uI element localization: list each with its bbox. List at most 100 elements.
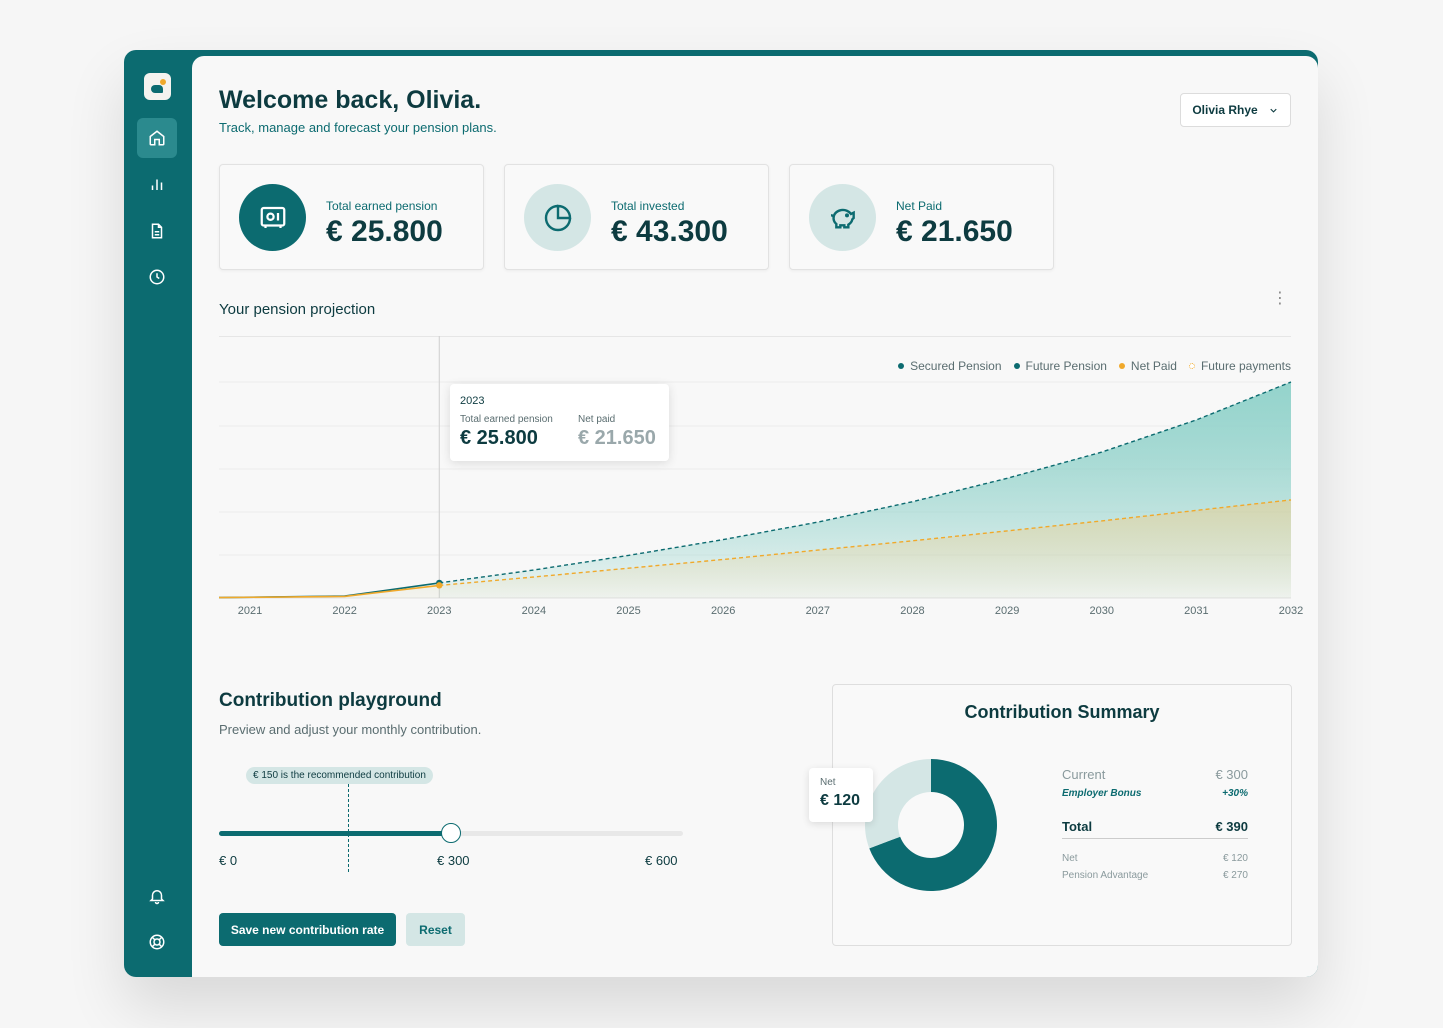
future-payments-line	[439, 499, 1292, 587]
document-icon	[151, 223, 163, 239]
slider-fill	[219, 831, 451, 836]
slider-max-label: € 600	[645, 853, 678, 868]
row-label: Current	[1062, 767, 1106, 782]
contribution-summary-card: Contribution Summary Net € 120 Current €…	[809, 684, 1292, 946]
chevron-down-icon	[1270, 108, 1277, 113]
projection-title: Your pension projection	[219, 301, 376, 318]
tooltip-value: € 21.650	[578, 427, 656, 449]
row-value: +30%	[1222, 788, 1248, 799]
tooltip-value: € 25.800	[460, 427, 538, 449]
x-tick-label: 2029	[995, 605, 1019, 617]
net-tag: Net € 120	[809, 768, 873, 822]
summary-title: Contribution Summary	[964, 702, 1160, 722]
chart-legend: Secured Pension Future Pension Net Paid …	[898, 359, 1291, 373]
donut-slice-net	[865, 759, 931, 849]
sidebar-item-support[interactable]	[137, 922, 177, 962]
row-label: Pension Advantage	[1062, 870, 1149, 881]
x-tick-label: 2022	[332, 605, 356, 617]
x-tick-label: 2032	[1279, 605, 1303, 617]
divider	[219, 336, 1291, 337]
x-tick-label: 2023	[427, 605, 451, 617]
tooltip-label: Net paid	[578, 414, 616, 425]
legend-item: Future Pension	[1013, 359, 1107, 373]
legend-label: Future Pension	[1025, 359, 1107, 373]
x-tick-label: 2025	[616, 605, 640, 617]
main-content: Welcome back, Olivia. Track, manage and …	[192, 56, 1318, 977]
sidebar-item-notifications[interactable]	[137, 876, 177, 916]
recommendation-badge: € 150 is the recommended contribution	[246, 767, 433, 784]
x-tick-label: 2021	[238, 605, 262, 617]
future-pension-line	[439, 381, 1292, 584]
playground-title: Contribution playground	[219, 690, 442, 711]
sidebar	[124, 50, 192, 977]
legend-item: Secured Pension	[898, 359, 1002, 373]
row-label: Net	[1062, 853, 1078, 864]
net-paid-point	[436, 582, 443, 589]
sidebar-item-analytics[interactable]	[137, 164, 177, 204]
summary-row-net: Net € 120	[1062, 853, 1248, 864]
legend-label: Future payments	[1200, 359, 1291, 373]
legend-label: Net Paid	[1130, 359, 1177, 373]
more-options-icon[interactable]: ⋮	[1272, 290, 1288, 307]
app-window: Welcome back, Olivia. Track, manage and …	[124, 50, 1318, 977]
clock-icon	[149, 269, 165, 285]
app-logo[interactable]	[144, 73, 171, 100]
page-subtitle: Track, manage and forecast your pension …	[219, 120, 497, 135]
row-label: Employer Bonus	[1062, 788, 1142, 799]
bar-chart-icon	[151, 179, 163, 190]
stat-label: Total invested	[611, 199, 685, 213]
recommendation-marker	[348, 784, 349, 872]
slider-min-label: € 0	[219, 853, 238, 868]
contribution-slider-thumb[interactable]	[441, 823, 461, 843]
stat-card-invested: Total invested € 43.300	[504, 164, 769, 270]
user-name: Olivia Rhye	[1192, 103, 1258, 117]
playground-subtitle: Preview and adjust your monthly contribu…	[219, 722, 482, 737]
tooltip-label: Total earned pension	[460, 414, 553, 425]
chart-tooltip: 2023 Total earned pension € 25.800 Net p…	[450, 384, 669, 461]
donut-slice-pension-advantage	[869, 759, 997, 891]
net-tag-label: Net	[820, 777, 836, 788]
sidebar-item-history[interactable]	[137, 257, 177, 297]
legend-item: Net Paid	[1118, 359, 1177, 373]
user-menu-button[interactable]: Olivia Rhye	[1180, 93, 1291, 127]
tooltip-year: 2023	[460, 395, 485, 407]
row-value: € 270	[1222, 870, 1248, 881]
x-tick-label: 2027	[806, 605, 830, 617]
slider-current-label: € 300	[437, 853, 470, 868]
stat-value: € 25.800	[326, 215, 443, 248]
contribution-donut-chart	[865, 759, 997, 891]
sidebar-item-documents[interactable]	[137, 211, 177, 251]
net-paid-area	[219, 499, 1291, 598]
x-tick-label: 2028	[900, 605, 924, 617]
row-value: € 120	[1222, 853, 1248, 864]
legend-item: Future payments	[1188, 359, 1291, 373]
summary-row-bonus: Employer Bonus +30%	[1062, 788, 1248, 799]
life-buoy-icon	[149, 934, 165, 950]
x-tick-label: 2024	[522, 605, 546, 617]
stat-value: € 43.300	[611, 215, 728, 248]
row-value: € 390	[1215, 819, 1248, 834]
projection-chart[interactable]: 2021 2022 2023 2024 2025 2026 2027 2028 2029 2030…	[192, 336, 1318, 626]
x-tick-label: 2026	[711, 605, 735, 617]
summary-row-current: Current € 300	[1062, 767, 1248, 782]
page-title: Welcome back, Olivia.	[219, 86, 482, 114]
x-tick-label: 2031	[1184, 605, 1208, 617]
stat-label: Net Paid	[896, 199, 943, 213]
row-value: € 300	[1215, 767, 1248, 782]
summary-row-advantage: Pension Advantage € 270	[1062, 870, 1248, 881]
sidebar-item-home[interactable]	[137, 118, 177, 158]
reset-button[interactable]: Reset	[406, 913, 465, 946]
summary-row-total: Total € 390	[1062, 819, 1248, 839]
stat-card-net-paid: Net Paid € 21.650	[789, 164, 1054, 270]
row-label: Total	[1062, 819, 1093, 834]
legend-label: Secured Pension	[910, 359, 1002, 373]
save-contribution-button[interactable]: Save new contribution rate	[219, 913, 396, 946]
safe-icon	[239, 184, 306, 251]
piggy-bank-icon	[809, 184, 876, 251]
home-icon	[149, 130, 165, 146]
x-tick-label: 2030	[1089, 605, 1113, 617]
pie-chart-icon	[524, 184, 591, 251]
stat-label: Total earned pension	[326, 199, 438, 213]
net-paid-line	[218, 584, 440, 599]
bell-icon	[149, 890, 165, 905]
